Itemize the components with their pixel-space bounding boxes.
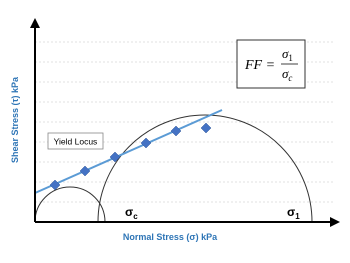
symbol: σ — [282, 66, 289, 81]
subscript: 1 — [295, 212, 300, 221]
x-axis-label: Normal Stress (σ) kPa — [123, 232, 218, 242]
legend-box — [47, 132, 104, 150]
small-circle — [34, 186, 106, 223]
sigma-c-label: σc — [125, 205, 138, 221]
symbol: σ — [125, 205, 133, 219]
y-axis-label: Shear Stress (τ) kPa — [10, 76, 20, 163]
subscript: c — [133, 212, 138, 221]
formula-lhs: FF = — [244, 58, 275, 73]
sigma-1-label: σ1 — [287, 205, 300, 221]
large-circle — [97, 114, 313, 223]
points — [49, 122, 212, 191]
yield-locus-line — [34, 109, 223, 194]
subscript: 1 — [288, 53, 293, 63]
legend-text: Yield Locus — [54, 137, 98, 147]
x-arrow — [330, 217, 340, 227]
symbol: σ — [287, 205, 295, 219]
subscript: c — [288, 73, 292, 83]
y-arrow — [30, 18, 40, 28]
symbol: σ — [282, 46, 289, 61]
formula-denominator: σc — [282, 66, 292, 83]
formula-numerator: σ1 — [282, 46, 293, 63]
